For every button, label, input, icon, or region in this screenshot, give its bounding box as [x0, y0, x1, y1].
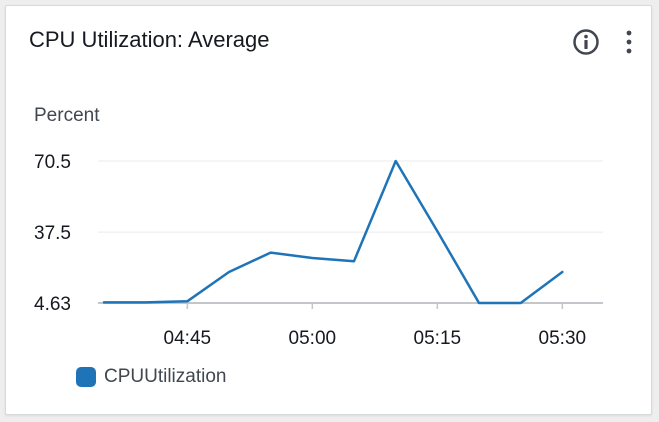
widget-actions-menu-button[interactable]	[620, 28, 638, 56]
y-axis-label: Percent	[34, 105, 100, 126]
x-tick-label-05:15: 05:15	[414, 328, 462, 349]
legend-swatch	[76, 367, 96, 387]
legend-item-cpuutilization[interactable]: CPUUtilization	[76, 366, 226, 388]
widget-title: CPU Utilization: Average	[29, 27, 270, 52]
more-vertical-icon	[626, 30, 632, 54]
x-tick-label-04:45: 04:45	[164, 328, 212, 349]
x-tick-label-05:30: 05:30	[539, 328, 587, 349]
info-button[interactable]	[572, 28, 600, 56]
legend-label: CPUUtilization	[104, 366, 227, 387]
series-line-CPUUtilization	[102, 159, 564, 305]
x-tick-label-05:00: 05:00	[289, 328, 337, 349]
cpu-utilization-widget: CPU Utilization: Average Percent 70.5 37.5…	[5, 5, 652, 415]
cpu-line-chart: Percent 70.5 37.5 4.63 04:45 05:00 05:15 05:30	[34, 105, 603, 349]
y-tick-label-70.5: 70.5	[34, 152, 71, 173]
y-tick-label-4.63: 4.63	[34, 294, 71, 315]
info-circle-icon	[573, 29, 599, 55]
y-tick-label-37.5: 37.5	[34, 223, 71, 244]
